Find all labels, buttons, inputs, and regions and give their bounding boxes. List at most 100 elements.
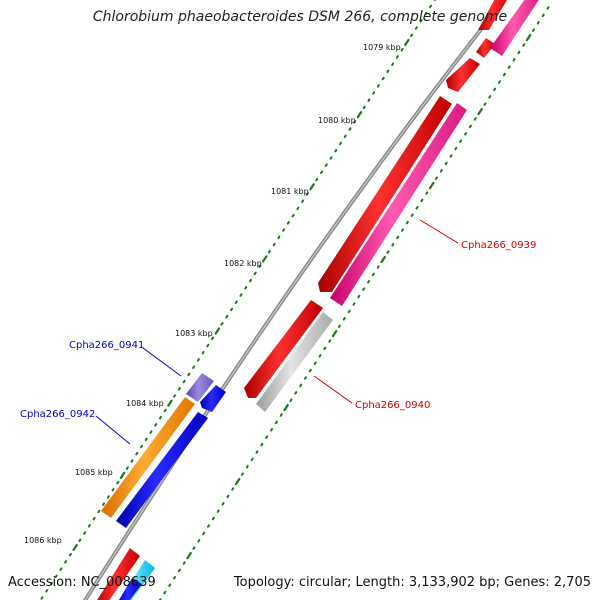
- gene-cpha266-0942[interactable]: [101, 397, 195, 518]
- tick-mark-outer: [414, 26, 418, 30]
- tick-mark-inner: [531, 28, 535, 32]
- tick-mark-inner: [401, 228, 404, 232]
- tick-mark-outer: [248, 278, 252, 283]
- tick-mark-inner: [425, 191, 429, 195]
- tick-mark-outer: [419, 19, 423, 23]
- tick-mark-outer: [106, 495, 110, 499]
- tick-mark-outer: [130, 459, 134, 463]
- tick-mark-outer: [49, 581, 53, 586]
- tick-mark-outer: [272, 242, 276, 247]
- feature-red-top[interactable]: [478, 0, 510, 30]
- reverse-strand-features: [94, 0, 542, 600]
- tick-label: 1083 kbp: [175, 329, 213, 338]
- tick-mark-inner: [454, 146, 458, 151]
- tick-mark-outer: [234, 300, 238, 304]
- tick-mark-inner: [434, 176, 438, 180]
- tick-mark-inner: [522, 43, 526, 47]
- leader-cpha266-0942: [95, 415, 131, 445]
- tick-mark-inner: [323, 346, 327, 351]
- tick-mark-outer: [230, 307, 234, 312]
- tick-mark-inner: [168, 583, 172, 587]
- tick-mark-outer: [167, 399, 173, 407]
- tick-mark-inner: [331, 329, 338, 338]
- tick-mark-outer: [182, 379, 186, 384]
- feature-pink-top[interactable]: [490, 0, 542, 56]
- tick-mark-outer: [119, 471, 126, 479]
- feature-red-arrow-top[interactable]: [446, 58, 480, 92]
- tick-label: 1082 kbp: [224, 259, 262, 268]
- tick-mark-inner: [362, 287, 366, 291]
- tick-mark-inner: [415, 206, 419, 210]
- tick-mark-outer: [329, 156, 333, 160]
- tick-label: 1084 kbp: [126, 399, 164, 408]
- tick-mark-outer: [291, 213, 295, 218]
- tick-mark-inner: [245, 465, 249, 469]
- forward-strand-features: [101, 373, 226, 528]
- tick-mark-inner: [318, 354, 322, 358]
- tick-mark-outer: [334, 148, 338, 153]
- feature-blue-long[interactable]: [116, 412, 208, 528]
- tick-mark-outer: [362, 105, 366, 110]
- tick-mark-outer: [54, 574, 58, 579]
- tick-label: 1086 kbp: [24, 536, 62, 545]
- tick-mark-outer: [177, 387, 181, 391]
- tick-mark-inner: [313, 361, 317, 365]
- tick-mark-inner: [328, 339, 332, 343]
- tick-mark-inner: [541, 13, 545, 18]
- tick-mark-inner: [308, 368, 312, 373]
- tick-mark-inner: [376, 265, 380, 269]
- tick-mark-inner: [352, 302, 356, 306]
- tick-mark-inner: [380, 255, 386, 264]
- gene-cpha266-0940[interactable]: [244, 300, 323, 398]
- tick-mark-outer: [225, 314, 229, 319]
- tick-mark-outer: [356, 111, 363, 119]
- tick-mark-outer: [400, 47, 404, 52]
- tick-mark-outer: [211, 336, 215, 341]
- tick-mark-inner: [517, 50, 521, 55]
- tick-mark-inner: [536, 21, 540, 25]
- feature-grey[interactable]: [256, 312, 333, 412]
- tick-mark-outer: [201, 350, 205, 355]
- tick-mark-inner: [265, 435, 269, 439]
- tick-mark-inner: [498, 80, 501, 84]
- tick-mark-inner: [525, 33, 532, 42]
- tick-mark-outer: [282, 228, 286, 232]
- tick-mark-outer: [372, 91, 376, 95]
- tick-mark-outer: [424, 11, 428, 16]
- tick-mark-outer: [395, 55, 399, 59]
- tick-mark-inner: [182, 561, 186, 565]
- gene-cpha266-0939[interactable]: [318, 96, 452, 292]
- tick-mark-outer: [206, 343, 210, 348]
- tick-mark-outer: [78, 538, 82, 543]
- feature-red-bottom[interactable]: [94, 548, 140, 600]
- tick-mark-outer: [173, 394, 177, 398]
- tick-mark-outer: [125, 466, 129, 470]
- feature-red-top-2[interactable]: [476, 38, 495, 58]
- gene-label-cpha266-0942[interactable]: Cpha266_0942: [20, 409, 95, 420]
- gene-cpha266-0941[interactable]: [186, 373, 214, 402]
- tick-mark-inner: [428, 181, 435, 190]
- feature-blue-bottom[interactable]: [116, 578, 142, 600]
- map-title: Chlorobium phaeobacteroides DSM 266, com…: [92, 9, 508, 25]
- tick-mark-outer: [324, 163, 328, 167]
- tick-mark-outer: [258, 264, 262, 268]
- gene-label-cpha266-0940[interactable]: Cpha266_0940: [355, 400, 430, 411]
- tick-mark-inner: [211, 516, 215, 521]
- tick-mark-outer: [253, 271, 257, 276]
- tick-mark-inner: [483, 102, 487, 106]
- tick-mark-inner: [158, 598, 162, 600]
- tick-mark-inner: [507, 65, 511, 69]
- tick-mark-outer: [239, 293, 243, 297]
- gene-label-cpha266-0941[interactable]: Cpha266_0941: [69, 340, 144, 351]
- tick-mark-inner: [299, 383, 303, 388]
- feature-blue-arrow[interactable]: [200, 385, 226, 412]
- label-leaders: [95, 219, 459, 445]
- feature-pink-long[interactable]: [330, 103, 467, 306]
- tick-mark-inner: [502, 72, 506, 77]
- tick-mark-outer: [83, 531, 87, 535]
- tick-mark-inner: [357, 294, 361, 299]
- gene-label-cpha266-0939[interactable]: Cpha266_0939: [461, 240, 536, 251]
- tick-mark-inner: [197, 539, 201, 543]
- tick-mark-inner: [477, 107, 483, 116]
